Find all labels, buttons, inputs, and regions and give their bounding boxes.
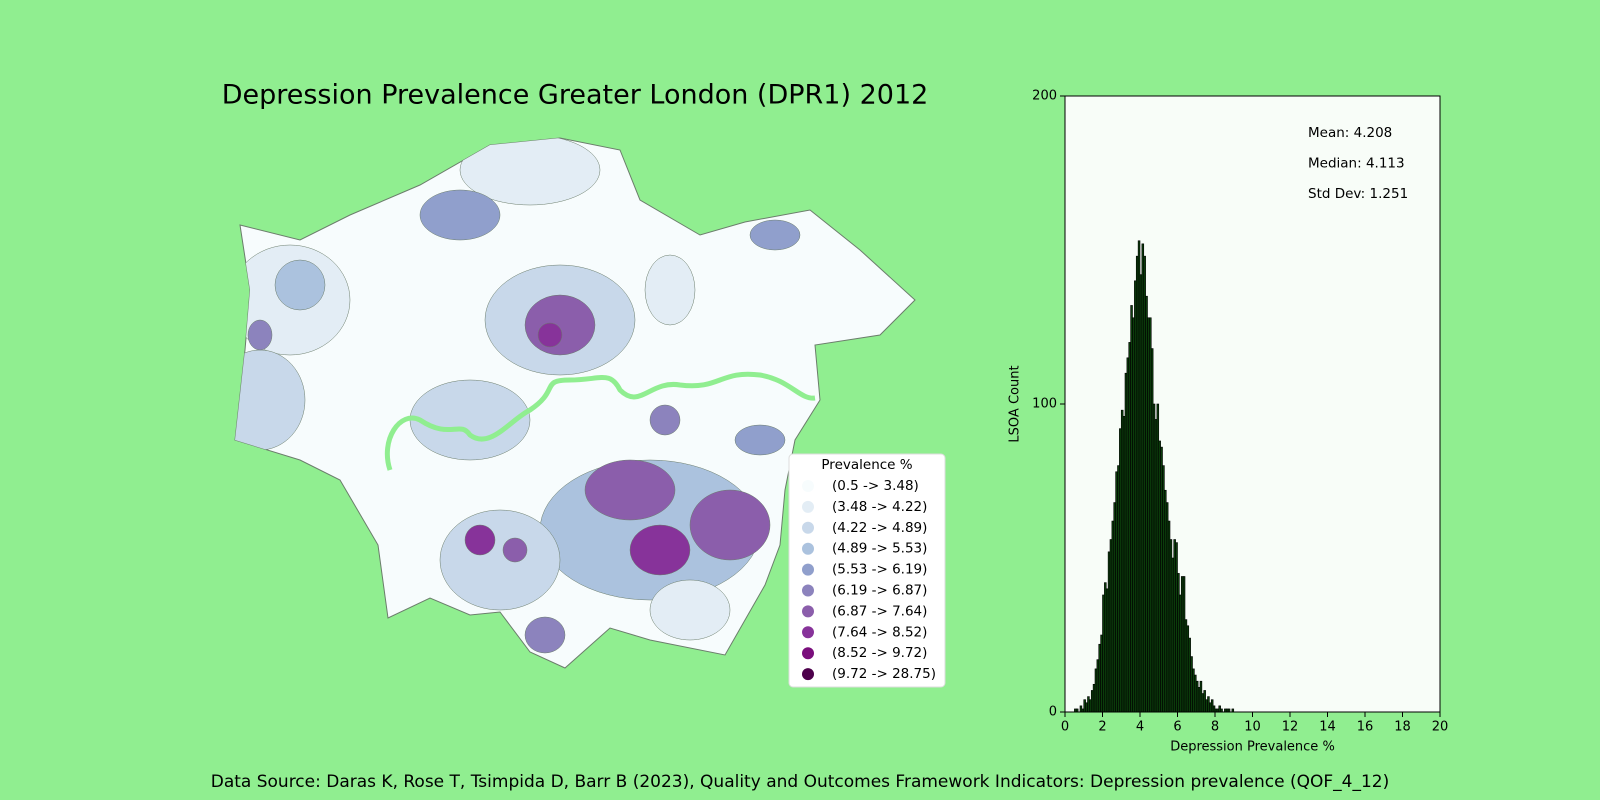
stat-annotation: Median: 4.113 xyxy=(1308,156,1405,172)
river xyxy=(384,371,816,471)
x-tick-label: 2 xyxy=(1098,720,1106,735)
x-tick-label: 12 xyxy=(1282,720,1299,735)
x-tick-label: 14 xyxy=(1319,720,1336,735)
legend-swatch xyxy=(802,521,814,534)
legend-swatch xyxy=(802,480,814,492)
legend-swatch xyxy=(802,584,814,597)
legend-swatch xyxy=(802,668,814,681)
region xyxy=(524,294,596,356)
legend-label: (5.53 -> 6.19) xyxy=(832,562,927,578)
region xyxy=(649,404,681,436)
x-tick-label: 10 xyxy=(1244,720,1261,735)
region xyxy=(629,524,691,576)
map xyxy=(234,137,916,669)
x-tick-label: 20 xyxy=(1432,720,1449,735)
region xyxy=(649,579,731,641)
legend-swatch xyxy=(802,542,814,555)
legend: Prevalence % (0.5 -> 3.48) (3.48 -> 4.22)… xyxy=(788,453,946,688)
region xyxy=(247,319,273,351)
legend-swatch xyxy=(802,647,814,660)
legend-swatch xyxy=(802,500,814,513)
x-tick-label: 16 xyxy=(1357,720,1374,735)
legend-label: (8.52 -> 9.72) xyxy=(832,645,927,661)
region xyxy=(419,189,501,241)
region xyxy=(584,459,676,521)
legend-swatch xyxy=(802,605,814,618)
stat-annotation: Mean: 4.208 xyxy=(1308,125,1392,141)
legend-box xyxy=(788,453,946,688)
region xyxy=(644,254,696,326)
region xyxy=(274,259,326,311)
x-tick-label: 6 xyxy=(1173,720,1181,735)
x-tick-label: 8 xyxy=(1211,720,1219,735)
legend-label: (0.5 -> 3.48) xyxy=(832,478,919,494)
y-tick-label: 200 xyxy=(1032,89,1057,104)
region xyxy=(502,537,528,563)
region xyxy=(439,509,561,611)
legend-label: (6.87 -> 7.64) xyxy=(832,603,927,619)
stat-annotation: Std Dev: 1.251 xyxy=(1308,186,1408,202)
legend-swatch xyxy=(802,626,814,639)
title: Depression Prevalence Greater London (DP… xyxy=(222,80,929,111)
legend-title: Prevalence % xyxy=(821,457,912,473)
region xyxy=(537,322,563,348)
legend-label: (7.64 -> 8.52) xyxy=(832,624,927,640)
y-axis-label: LSOA Count xyxy=(1008,365,1023,442)
legend-label: (6.19 -> 6.87) xyxy=(832,583,927,599)
legend-label: (9.72 -> 28.75) xyxy=(832,666,936,682)
region xyxy=(235,349,306,451)
region xyxy=(524,616,566,654)
x-tick-label: 4 xyxy=(1136,720,1144,735)
x-tick-label: 18 xyxy=(1394,720,1411,735)
region xyxy=(734,424,786,456)
region xyxy=(464,524,496,556)
y-tick-label: 100 xyxy=(1032,397,1057,412)
map-regions xyxy=(235,138,801,654)
source: Data Source: Daras K, Rose T, Tsimpida D… xyxy=(211,772,1390,792)
region xyxy=(459,138,601,206)
legend-label: (3.48 -> 4.22) xyxy=(832,499,927,515)
region xyxy=(689,489,771,561)
y-tick-label: 0 xyxy=(1049,705,1057,720)
legend-swatch xyxy=(802,563,814,576)
legend-label: (4.22 -> 4.89) xyxy=(832,520,927,536)
x-tick-label: 0 xyxy=(1061,720,1069,735)
region xyxy=(749,219,801,251)
x-axis-label: Depression Prevalence % xyxy=(1170,740,1335,755)
legend-label: (4.89 -> 5.53) xyxy=(832,541,927,557)
